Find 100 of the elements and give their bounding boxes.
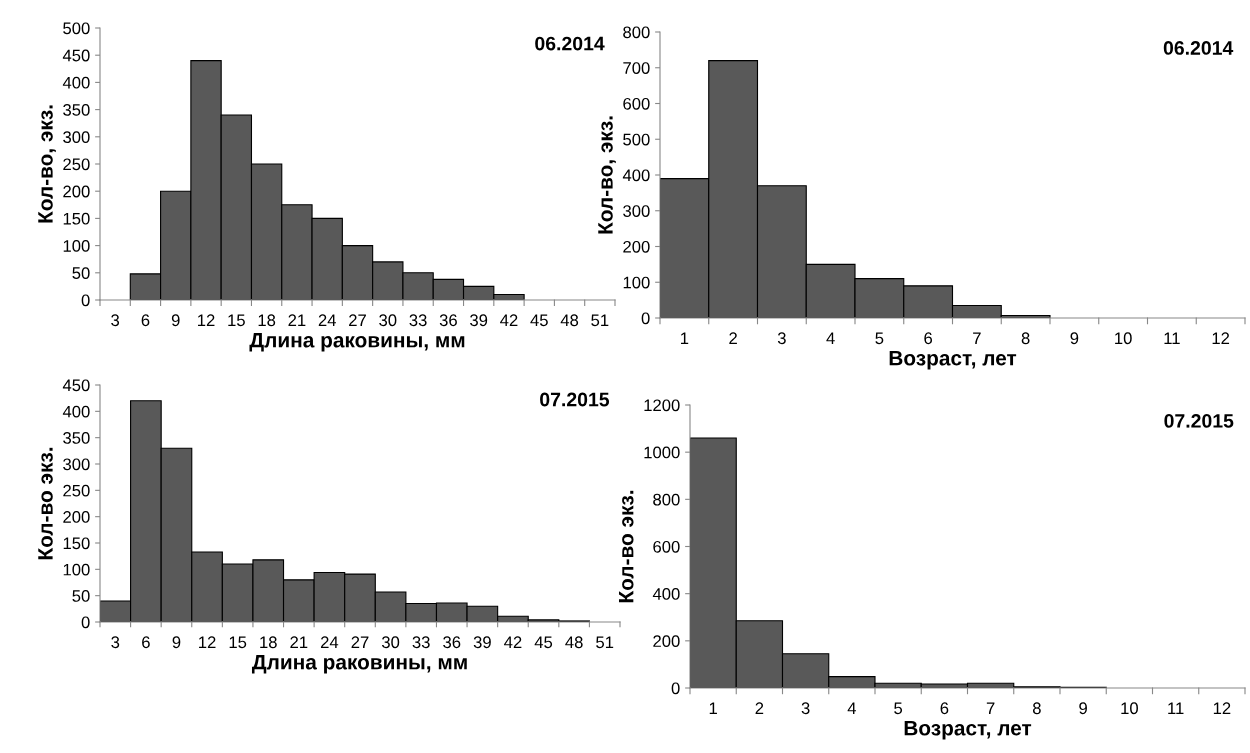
x-axis-title: Возраст, лет [904, 720, 1032, 740]
chart-title: 07.2015 [1164, 414, 1234, 428]
y-tick-label: 50 [72, 590, 90, 602]
y-tick-label: 250 [63, 484, 90, 497]
x-tick-label: 48 [565, 636, 583, 649]
x-tick-label: 18 [258, 314, 276, 327]
y-tick-label: 600 [653, 540, 680, 553]
y-tick-label: 400 [62, 405, 90, 418]
x-tick-label: 11 [1168, 702, 1184, 714]
x-axis-title: Возраст, лет [889, 350, 1017, 370]
chart-title: 06.2014 [1163, 41, 1234, 55]
y-tick-label: 0 [671, 682, 680, 695]
x-tick-label: 8 [1032, 702, 1041, 715]
x-tick-label: 21 [290, 636, 308, 648]
x-tick-label: 3 [111, 636, 120, 649]
x-tick-label: 4 [847, 702, 857, 714]
x-tick-label: 42 [504, 636, 522, 648]
y-tick-label: 0 [81, 294, 90, 307]
x-axis-title: Длина раковины, мм [249, 332, 465, 352]
y-axis-title: Кол-во экз. [38, 447, 53, 560]
y-tick-label: 250 [63, 158, 90, 171]
x-tick-label: 6 [141, 314, 150, 327]
y-tick-label: 1200 [644, 399, 680, 412]
x-tick-label: 51 [596, 636, 614, 649]
y-tick-label: 500 [63, 22, 90, 35]
y-tick-label: 200 [63, 511, 90, 523]
y-tick-label: 0 [81, 616, 90, 629]
x-tick-label: 27 [351, 636, 369, 648]
x-tick-label: 10 [1121, 702, 1138, 715]
x-tick-label: 42 [500, 314, 518, 326]
chart-title: 06.2014 [535, 36, 605, 51]
y-axis-title: Кол-во, экз. [598, 116, 616, 234]
y-tick-label: 150 [63, 212, 90, 225]
x-tick-label: 6 [924, 332, 933, 345]
x-tick-label: 33 [412, 636, 430, 649]
y-tick-label: 100 [63, 563, 90, 576]
x-tick-label: 27 [349, 314, 366, 326]
x-tick-label: 3 [111, 314, 120, 327]
x-tick-label: 12 [198, 314, 215, 326]
x-tick-label: 39 [470, 314, 488, 327]
x-tick-label: 6 [142, 636, 150, 649]
x-tick-label: 48 [560, 314, 579, 327]
y-tick-label: 200 [653, 635, 680, 648]
y-tick-label: 500 [623, 133, 650, 146]
y-tick-label: 200 [63, 185, 90, 198]
x-tick-label: 33 [409, 314, 427, 327]
x-tick-label: 5 [894, 702, 903, 715]
x-tick-label: 9 [171, 314, 180, 327]
y-tick-label: 300 [63, 458, 90, 471]
x-tick-label: 36 [439, 314, 457, 327]
y-tick-label: 800 [623, 26, 650, 39]
x-tick-label: 9 [1079, 702, 1087, 715]
x-tick-label: 8 [1021, 332, 1030, 345]
x-tick-label: 7 [973, 332, 981, 344]
x-tick-label: 6 [940, 702, 949, 715]
y-tick-label: 1000 [644, 446, 680, 459]
x-tick-label: 4 [826, 332, 835, 344]
x-tick-label: 2 [729, 332, 737, 344]
x-tick-label: 24 [320, 636, 339, 648]
y-axis-title: Кол-во экз. [618, 490, 634, 603]
x-tick-label: 1 [709, 702, 717, 714]
y-tick-label: 800 [653, 493, 680, 506]
y-tick-label: 700 [623, 62, 650, 74]
y-tick-label: 350 [63, 432, 90, 444]
x-tick-label: 45 [534, 636, 553, 649]
x-tick-label: 7 [986, 702, 995, 714]
y-axis-title: Кол-во, экз. [38, 105, 56, 223]
y-tick-label: 300 [623, 205, 650, 217]
y-tick-label: 400 [62, 76, 90, 89]
x-tick-label: 15 [228, 314, 245, 327]
x-tick-label: 3 [777, 332, 786, 345]
x-tick-label: 21 [288, 314, 306, 326]
y-tick-label: 400 [622, 169, 650, 182]
y-tick-label: 150 [63, 537, 90, 550]
y-tick-label: 100 [623, 276, 650, 289]
x-tick-label: 9 [1070, 332, 1079, 345]
y-tick-label: 350 [63, 104, 90, 116]
y-tick-label: 0 [641, 312, 650, 325]
y-tick-label: 300 [63, 131, 90, 143]
y-tick-label: 400 [652, 588, 680, 600]
y-tick-label: 50 [72, 267, 90, 279]
y-tick-label: 200 [623, 240, 650, 253]
x-tick-label: 24 [318, 314, 336, 326]
y-tick-label: 600 [623, 97, 650, 110]
x-tick-label: 45 [530, 314, 548, 327]
x-tick-label: 15 [229, 636, 247, 649]
x-tick-label: 18 [260, 636, 277, 649]
y-tick-label: 450 [62, 379, 90, 392]
x-tick-label: 30 [379, 314, 397, 327]
x-tick-label: 1 [681, 332, 689, 344]
x-tick-label: 36 [443, 636, 461, 649]
x-tick-label: 12 [1212, 332, 1230, 344]
x-tick-label: 39 [473, 636, 491, 649]
x-tick-label: 10 [1115, 332, 1132, 345]
x-tick-label: 3 [801, 702, 810, 715]
x-tick-label: 12 [199, 636, 216, 648]
y-tick-label: 450 [62, 49, 90, 62]
x-tick-label: 30 [381, 636, 400, 649]
x-tick-label: 9 [172, 636, 181, 649]
x-axis-title: Длина раковины, мм [251, 654, 467, 674]
